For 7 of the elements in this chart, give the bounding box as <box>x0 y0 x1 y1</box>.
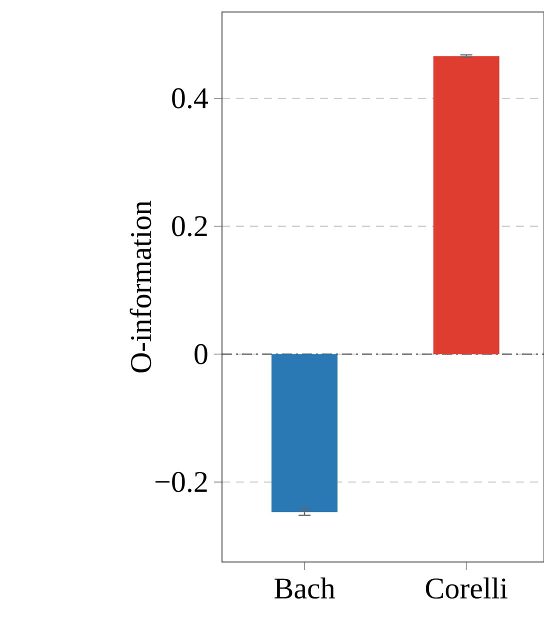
x-tick-label: Corelli <box>426 578 508 599</box>
y-axis-title: O-information <box>130 200 152 372</box>
x-tick-label: Bach <box>274 578 335 599</box>
y-tick-label: 0.4 <box>172 88 208 109</box>
y-tick-label: 0.2 <box>172 216 207 236</box>
y-tick-label: 0 <box>194 344 208 364</box>
y-tick-label: −0.2 <box>156 472 207 492</box>
